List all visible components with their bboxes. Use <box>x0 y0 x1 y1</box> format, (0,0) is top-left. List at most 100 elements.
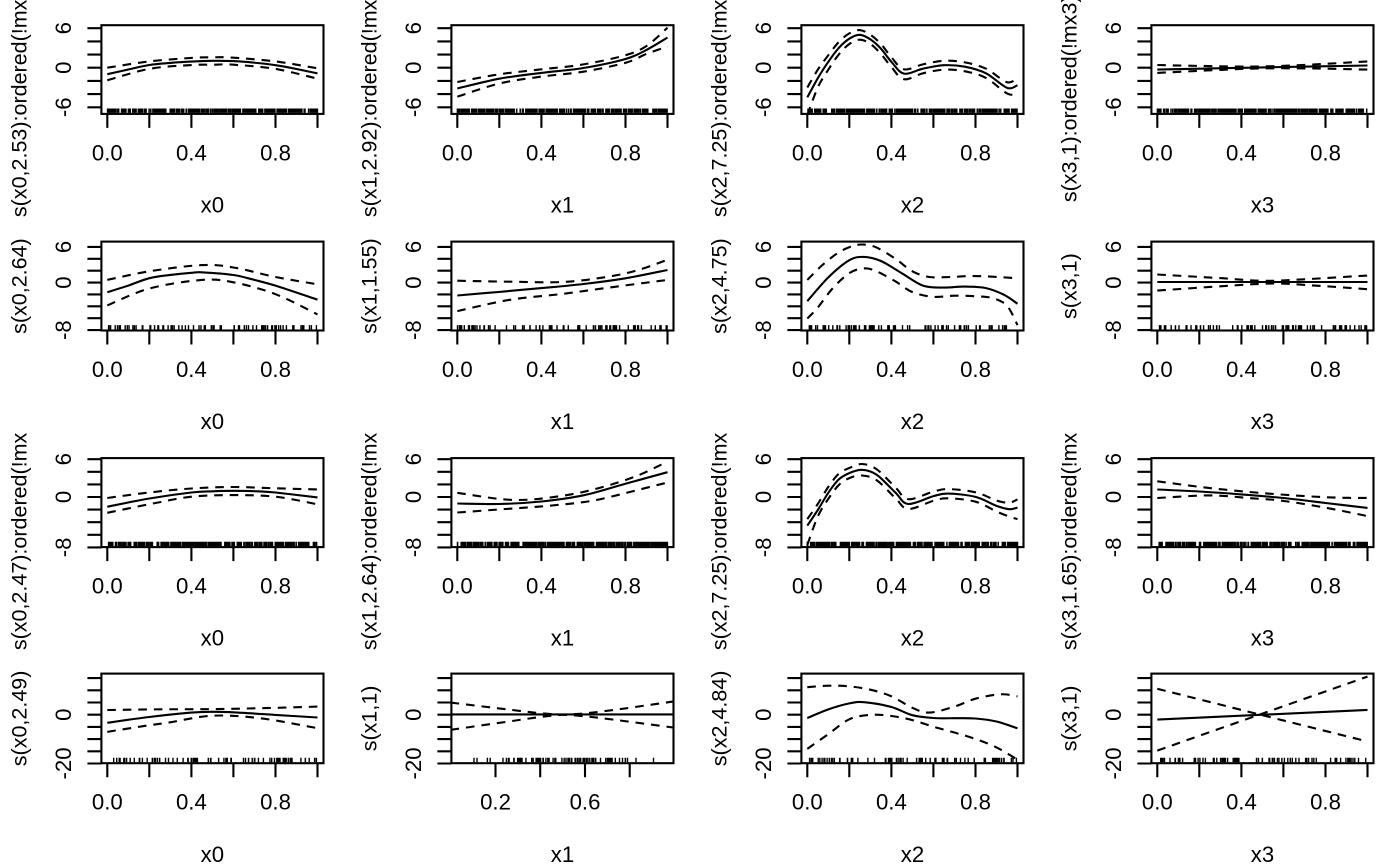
svg-text:0.6: 0.6 <box>570 790 601 815</box>
svg-text:-6: -6 <box>401 97 426 117</box>
svg-text:-6: -6 <box>1101 97 1126 117</box>
svg-text:0.0: 0.0 <box>1142 574 1173 599</box>
svg-text:-8: -8 <box>51 320 76 340</box>
svg-text:0.0: 0.0 <box>92 790 123 815</box>
svg-text:0: 0 <box>51 491 76 503</box>
svg-text:x3: x3 <box>1251 193 1274 218</box>
svg-text:x1: x1 <box>551 626 574 651</box>
svg-text:0.0: 0.0 <box>92 140 123 165</box>
svg-text:0: 0 <box>751 709 776 721</box>
svg-text:0.4: 0.4 <box>526 357 557 382</box>
svg-text:-20: -20 <box>51 747 76 779</box>
svg-text:0.4: 0.4 <box>176 357 207 382</box>
svg-text:0.8: 0.8 <box>610 357 641 382</box>
svg-text:6: 6 <box>1101 453 1126 465</box>
svg-text:0: 0 <box>751 62 776 74</box>
svg-text:0.4: 0.4 <box>876 790 907 815</box>
svg-text:0.8: 0.8 <box>960 574 991 599</box>
svg-text:6: 6 <box>1101 22 1126 34</box>
svg-text:s(x2,7.25):ordered(!mx3)TRUE: s(x2,7.25):ordered(!mx3)TRUE <box>708 0 732 217</box>
svg-text:s(x0,2.64): s(x0,2.64) <box>8 238 32 334</box>
svg-text:-8: -8 <box>1101 320 1126 340</box>
svg-text:x1: x1 <box>551 409 574 434</box>
svg-text:6: 6 <box>51 453 76 465</box>
svg-text:0.8: 0.8 <box>260 357 291 382</box>
svg-text:0: 0 <box>1101 276 1126 288</box>
svg-text:6: 6 <box>751 241 776 253</box>
svg-text:0.4: 0.4 <box>526 140 557 165</box>
svg-text:0.8: 0.8 <box>1310 574 1341 599</box>
svg-text:0.4: 0.4 <box>876 357 907 382</box>
svg-text:s(x2,4.75): s(x2,4.75) <box>708 238 732 334</box>
svg-text:x3: x3 <box>1251 409 1274 434</box>
svg-text:0: 0 <box>51 709 76 721</box>
svg-text:x2: x2 <box>901 626 924 651</box>
svg-text:0.8: 0.8 <box>1310 790 1341 815</box>
svg-text:-8: -8 <box>751 320 776 340</box>
svg-text:0.0: 0.0 <box>1142 790 1173 815</box>
svg-text:0: 0 <box>401 276 426 288</box>
svg-text:6: 6 <box>51 241 76 253</box>
svg-text:0.0: 0.0 <box>1142 140 1173 165</box>
svg-text:x2: x2 <box>901 193 924 218</box>
svg-text:0.4: 0.4 <box>176 140 207 165</box>
svg-text:x1: x1 <box>551 193 574 218</box>
svg-text:-6: -6 <box>751 97 776 117</box>
svg-text:0: 0 <box>401 709 426 721</box>
svg-text:-8: -8 <box>751 538 776 558</box>
svg-text:-8: -8 <box>51 538 76 558</box>
svg-text:x0: x0 <box>201 626 224 651</box>
svg-text:0.8: 0.8 <box>610 140 641 165</box>
svg-text:0: 0 <box>1101 491 1126 503</box>
svg-text:0.4: 0.4 <box>876 140 907 165</box>
svg-text:0.8: 0.8 <box>260 140 291 165</box>
svg-text:x2: x2 <box>901 842 924 866</box>
svg-text:-20: -20 <box>401 747 426 779</box>
svg-text:x0: x0 <box>201 409 224 434</box>
svg-text:x0: x0 <box>201 193 224 218</box>
svg-text:x3: x3 <box>1251 626 1274 651</box>
svg-text:0.0: 0.0 <box>792 140 823 165</box>
svg-text:0: 0 <box>51 276 76 288</box>
svg-text:s(x0,2.49): s(x0,2.49) <box>8 671 32 767</box>
svg-text:6: 6 <box>401 453 426 465</box>
svg-text:0: 0 <box>401 62 426 74</box>
svg-text:s(x0,2.53):ordered(!mx3)TRUE: s(x0,2.53):ordered(!mx3)TRUE <box>8 0 32 217</box>
svg-text:s(x3,1):ordered(!mx3)TRUE: s(x3,1):ordered(!mx3)TRUE <box>1058 0 1082 202</box>
svg-text:-6: -6 <box>51 97 76 117</box>
svg-text:0.4: 0.4 <box>1226 574 1257 599</box>
svg-text:0.4: 0.4 <box>1226 140 1257 165</box>
svg-text:0.2: 0.2 <box>480 790 511 815</box>
svg-text:0: 0 <box>401 491 426 503</box>
svg-text:0.0: 0.0 <box>792 790 823 815</box>
svg-text:0: 0 <box>1101 62 1126 74</box>
svg-text:0.0: 0.0 <box>442 574 473 599</box>
svg-text:x0: x0 <box>201 842 224 866</box>
svg-text:s(x1,2.92):ordered(!mx3)TRUE: s(x1,2.92):ordered(!mx3)TRUE <box>358 0 382 217</box>
svg-text:0.0: 0.0 <box>1142 357 1173 382</box>
svg-text:s(x3,1.65):ordered(!mx3)TRUE: s(x3,1.65):ordered(!mx3)TRUE <box>1058 355 1082 650</box>
svg-text:-20: -20 <box>1101 747 1126 779</box>
svg-text:0.0: 0.0 <box>442 357 473 382</box>
svg-text:0.4: 0.4 <box>176 574 207 599</box>
svg-text:0.0: 0.0 <box>442 140 473 165</box>
svg-text:6: 6 <box>401 22 426 34</box>
svg-text:0.0: 0.0 <box>92 357 123 382</box>
svg-text:0.4: 0.4 <box>176 790 207 815</box>
svg-text:6: 6 <box>51 22 76 34</box>
svg-text:6: 6 <box>401 241 426 253</box>
svg-text:-8: -8 <box>401 320 426 340</box>
svg-text:6: 6 <box>751 22 776 34</box>
svg-text:0.4: 0.4 <box>1226 357 1257 382</box>
svg-text:x2: x2 <box>901 409 924 434</box>
svg-text:s(x3,1): s(x3,1) <box>1058 253 1082 319</box>
svg-text:0.8: 0.8 <box>960 357 991 382</box>
svg-text:0.4: 0.4 <box>876 574 907 599</box>
svg-text:s(x0,2.47):ordered(!mx3)TRUE: s(x0,2.47):ordered(!mx3)TRUE <box>8 355 32 650</box>
svg-text:0.8: 0.8 <box>1310 357 1341 382</box>
svg-text:6: 6 <box>1101 241 1126 253</box>
svg-text:0.4: 0.4 <box>526 574 557 599</box>
svg-text:x3: x3 <box>1251 842 1274 866</box>
svg-text:s(x1,1.55): s(x1,1.55) <box>358 238 382 334</box>
svg-text:0.0: 0.0 <box>792 574 823 599</box>
